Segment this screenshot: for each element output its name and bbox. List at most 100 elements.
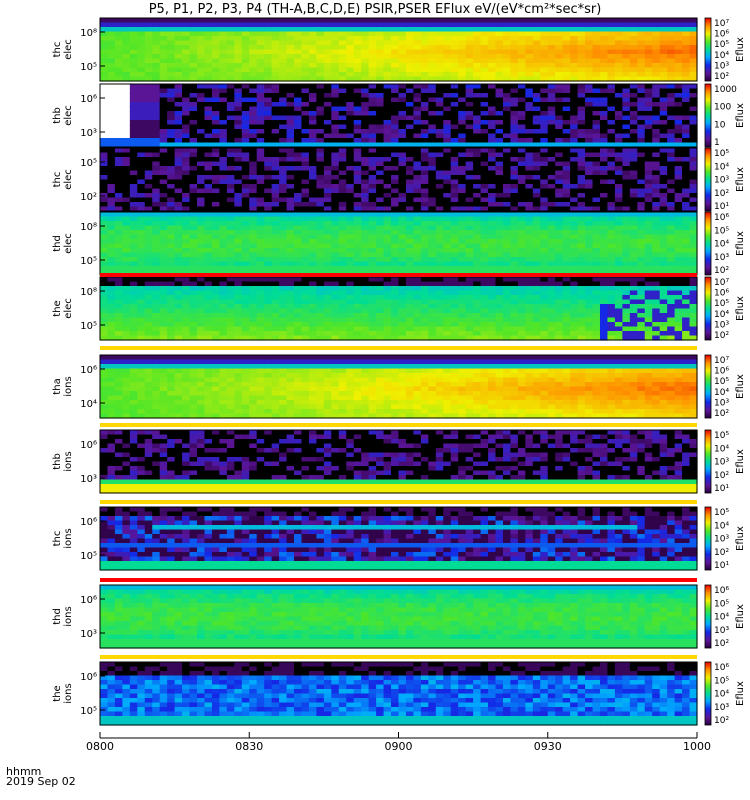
heatmap-cell [458,40,467,46]
heatmap-cell [361,36,370,42]
heatmap-cell [144,266,153,272]
heatmap-cell [107,67,116,73]
heatmap-cell [376,63,385,69]
heatmap-cell [167,197,176,203]
heatmap-cell [607,120,616,126]
heatmap-cell [241,152,250,158]
heatmap-cell [211,124,220,130]
heatmap-cell [368,129,377,135]
heatmap-cell [435,261,444,267]
heatmap-cell [226,31,235,37]
heatmap-cell [637,31,646,37]
heatmap-cell [473,93,482,99]
heatmap-cell [674,124,683,130]
heatmap-cell [129,202,138,208]
heatmap-cell [577,170,586,176]
heatmap-cell [301,221,310,227]
heatmap-cell [219,36,228,42]
heatmap-cell [585,40,594,46]
heatmap-cell [637,120,646,126]
heatmap-cell [279,252,288,258]
heatmap-cell [114,27,123,33]
heatmap-cell [129,142,138,148]
heatmap-cell [667,212,676,218]
heatmap-cell [502,102,512,108]
heatmap-cell [413,129,422,135]
heatmap-cell [473,175,482,181]
heatmap-cell [398,193,407,199]
heatmap-cell [689,45,698,51]
heatmap-cell [316,166,325,172]
heatmap-cell [420,115,429,121]
heatmap-cell [502,40,512,46]
heatmap-cell [637,206,646,212]
heatmap-cell [100,138,109,144]
heatmap-cell [137,67,146,73]
heatmap-cell [316,184,325,190]
heatmap-cell [398,230,407,236]
heatmap-cell [234,120,243,126]
heatmap-cell [338,234,347,240]
heatmap-cell [674,248,683,254]
heatmap-cell [510,225,519,231]
heatmap-cell [450,230,459,236]
heatmap-cell [189,161,198,167]
heatmap-cell [338,252,347,258]
heatmap-cell [234,299,243,305]
heatmap-cell [211,133,220,139]
heatmap-cell [517,49,526,55]
heatmap-cell [622,243,631,249]
heatmap-cell [167,184,176,190]
heatmap-cell [286,102,295,108]
heatmap-cell [637,133,646,139]
heatmap-cell [510,152,519,158]
heatmap-cell [174,157,183,163]
heatmap-cell [570,106,579,112]
heatmap-cell [540,115,549,121]
heatmap-cell [226,252,235,258]
heatmap-cell [144,133,153,139]
heatmap-cell [308,45,318,51]
heatmap-cell [189,295,198,301]
heatmap-cell [547,84,556,90]
heatmap-cell [667,170,676,176]
heatmap-cell [682,157,691,163]
heatmap-cell [286,170,295,176]
heatmap-cell [398,115,407,121]
heatmap-cell [294,266,303,272]
heatmap-cell [607,142,616,148]
heatmap-cell [517,266,526,272]
heatmap-cell [480,179,489,185]
heatmap-cell [585,170,594,176]
heatmap-cell [644,58,653,64]
heatmap-cell [189,308,198,314]
heatmap-cell [577,206,586,212]
heatmap-cell [204,27,213,33]
heatmap-cell [562,124,571,130]
heatmap-cell [331,179,340,185]
heatmap-cell [465,54,474,60]
heatmap-cell [577,257,586,263]
heatmap-cell [144,230,153,236]
heatmap-cell [189,22,198,28]
heatmap-cell [264,40,273,46]
heatmap-cell [637,45,646,51]
heatmap-cell [114,170,123,176]
heatmap-cell [540,157,549,163]
heatmap-cell [510,202,519,208]
colorbar-tick-label: 10⁵ [714,40,729,50]
heatmap-cell [279,261,288,267]
heatmap-cell [331,202,340,208]
heatmap-cell [353,67,362,73]
heatmap-cell [435,206,444,212]
heatmap-cell [271,234,280,240]
heatmap-cell [577,148,586,154]
heatmap-cell [241,170,250,176]
heatmap-cell [234,88,243,94]
heatmap-cell [189,197,198,203]
heatmap-cell [473,84,482,90]
heatmap-cell [473,138,482,144]
heatmap-cell [271,84,280,90]
heatmap-cell [226,308,235,314]
heatmap-cell [689,142,698,148]
